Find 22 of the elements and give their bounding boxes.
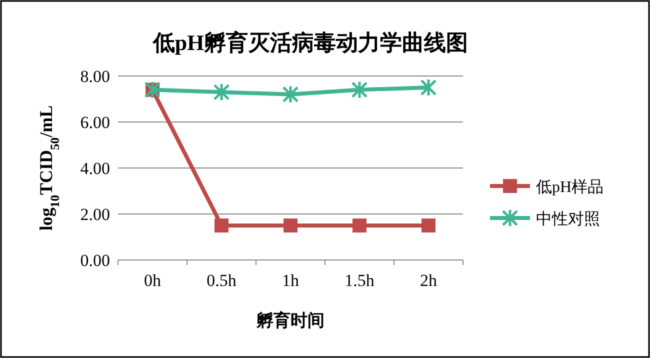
y-tick-label: 6.00 <box>80 113 110 132</box>
x-tick-label: 0.5h <box>206 271 237 290</box>
point <box>282 85 299 104</box>
x-tick-label: 2h <box>420 271 438 290</box>
point <box>422 218 436 232</box>
x-axis-title: 孵育时间 <box>256 310 324 330</box>
legend-label: 低pH样品 <box>536 178 604 196</box>
y-tick-label: 0.00 <box>80 251 110 270</box>
chart-title: 低pH孵育灭活病毒动力学曲线图 <box>152 30 468 55</box>
point <box>213 82 230 102</box>
point <box>352 218 366 232</box>
y-tick-label: 8.00 <box>80 67 110 86</box>
y-tick-label: 2.00 <box>80 205 110 224</box>
point <box>284 218 298 232</box>
legend-label: 中性对照 <box>536 210 600 228</box>
point <box>351 80 368 100</box>
x-tick-label: 1h <box>282 271 300 290</box>
x-tick-label: 1.5h <box>344 271 375 290</box>
y-tick-label: 4.00 <box>80 159 110 178</box>
x-tick-label: 0h <box>144 271 162 290</box>
point <box>420 78 437 97</box>
point <box>214 218 228 232</box>
